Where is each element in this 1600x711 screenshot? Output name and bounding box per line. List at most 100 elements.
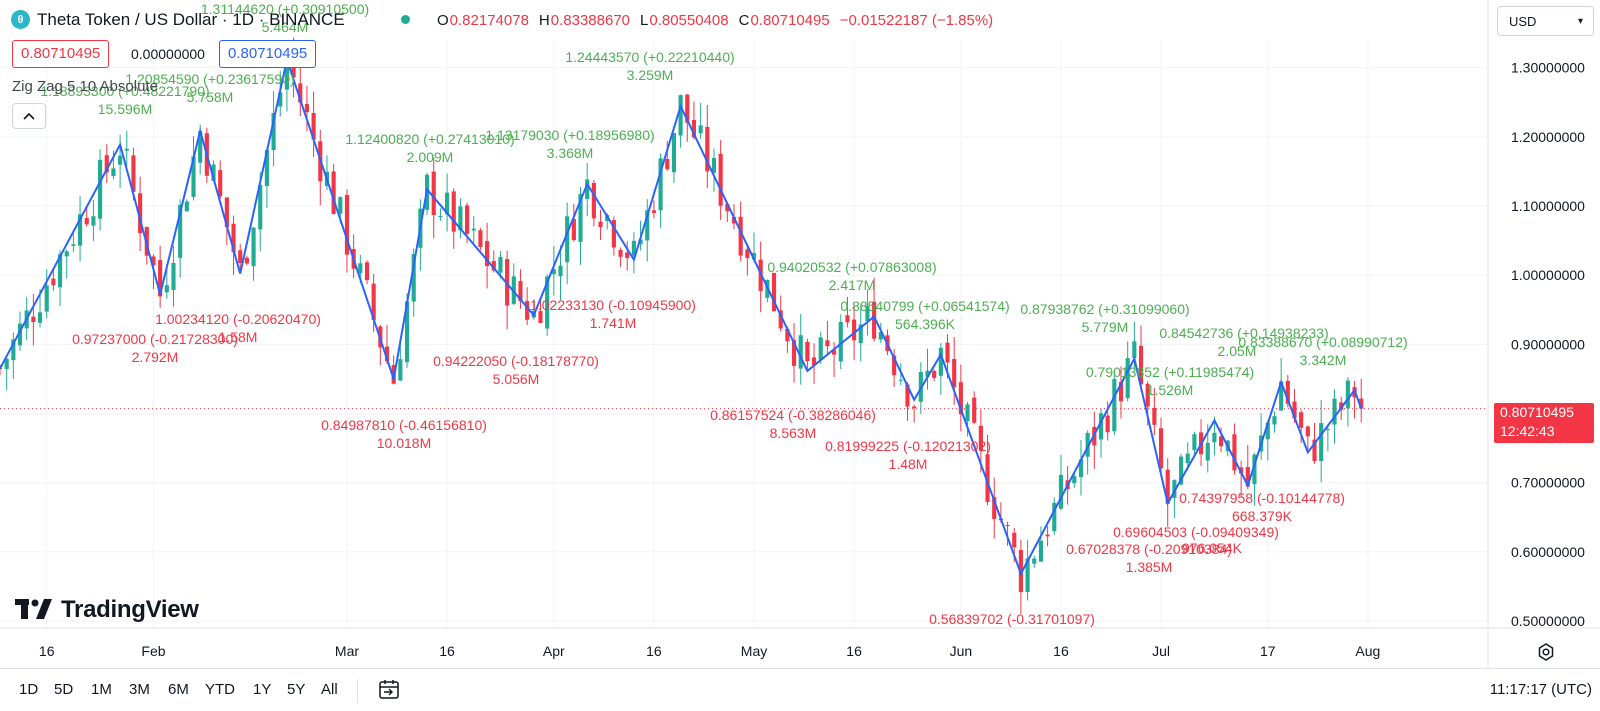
candle-body bbox=[404, 301, 410, 363]
range-button-3m[interactable]: 3M bbox=[129, 681, 150, 698]
range-button-6m[interactable]: 6M bbox=[168, 681, 189, 698]
spread-value: 0.00000000 bbox=[131, 46, 205, 62]
candle-body bbox=[17, 323, 23, 346]
candle-body bbox=[872, 301, 877, 339]
ohlc-key: C bbox=[738, 12, 750, 29]
candle-body bbox=[1279, 381, 1284, 411]
candle-body bbox=[224, 197, 229, 228]
zigzag-pivot-label: 1.58M bbox=[219, 329, 258, 345]
candle-body bbox=[1085, 432, 1090, 457]
candle-body bbox=[31, 316, 36, 323]
candle-body bbox=[798, 335, 803, 369]
candle-body bbox=[284, 59, 289, 90]
market-open-status-icon bbox=[401, 15, 410, 24]
candle-body bbox=[1205, 442, 1210, 461]
candle-body bbox=[111, 168, 116, 177]
range-button-5d[interactable]: 5D bbox=[54, 681, 74, 698]
candle-body bbox=[1339, 402, 1344, 410]
chart-grid bbox=[0, 40, 1488, 628]
x-tick-label: Jun bbox=[950, 643, 973, 659]
candle-body bbox=[1152, 407, 1157, 425]
ohlc-value: 0.83388670 bbox=[550, 12, 631, 29]
compare-calendar-icon[interactable] bbox=[377, 677, 401, 701]
utc-clock[interactable]: 11:17:17 (UTC) bbox=[1489, 681, 1592, 698]
x-tick-label: 16 bbox=[439, 643, 455, 659]
candle-body bbox=[905, 384, 910, 407]
candle-body bbox=[198, 131, 203, 163]
currency-value: USD bbox=[1509, 14, 1537, 29]
chevron-down-icon: ▾ bbox=[1577, 16, 1583, 27]
range-button-ytd[interactable]: YTD bbox=[205, 681, 235, 698]
symbol-title[interactable]: Theta Token / US Dollar · 1D · BINANCE bbox=[37, 10, 345, 29]
collapse-legend-button[interactable] bbox=[12, 103, 46, 129]
zigzag-pivot-label: 0.69604503 (-0.09409349) bbox=[1113, 524, 1279, 540]
buy-price-button[interactable]: 0.80710495 bbox=[219, 40, 317, 68]
ohlc-value: 0.82174078 bbox=[449, 12, 529, 29]
candle-body bbox=[478, 230, 483, 247]
candle-body bbox=[431, 171, 436, 216]
zigzag-pivot-label: 0.67028378 (-0.20910384) bbox=[1066, 541, 1232, 557]
candle-body bbox=[264, 150, 269, 186]
candle-body bbox=[518, 281, 523, 302]
candle-body bbox=[1025, 558, 1030, 592]
candle-body bbox=[1165, 469, 1170, 504]
range-button-5y[interactable]: 5Y bbox=[287, 681, 306, 698]
candle-body bbox=[1112, 379, 1117, 432]
candle-body bbox=[678, 95, 683, 136]
y-tick-label: 0.60000000 bbox=[1511, 544, 1585, 560]
range-button-1y[interactable]: 1Y bbox=[253, 681, 272, 698]
candle-body bbox=[1265, 422, 1270, 440]
zigzag-pivot-label: 0.84987810 (-0.46156810) bbox=[321, 417, 487, 433]
candle-body bbox=[171, 262, 176, 291]
zigzag-pivot-label: 0.84542736 (+0.14938233) bbox=[1159, 325, 1328, 341]
candle-body bbox=[538, 311, 543, 323]
candle-body bbox=[985, 454, 990, 502]
zigzag-pivot-label: 1.18893300 (+0.48221790) bbox=[40, 83, 209, 99]
zigzag-pivot-label: 1.526M bbox=[1147, 382, 1194, 398]
currency-select[interactable]: USD ▾ bbox=[1497, 6, 1594, 36]
candle-body bbox=[598, 221, 603, 228]
range-button-all[interactable]: All bbox=[321, 681, 338, 698]
zigzag-pivot-label: 0.97237000 (-0.21728300) bbox=[72, 331, 238, 347]
range-button-1m[interactable]: 1M bbox=[91, 681, 112, 698]
candle-body bbox=[618, 249, 623, 257]
indicator-legend-label[interactable]: Zig Zag 5 10 Absolute bbox=[12, 78, 158, 95]
candle-body bbox=[878, 331, 883, 340]
last-price-value: 0.80710495 bbox=[1500, 404, 1574, 420]
y-tick-label: 1.20000000 bbox=[1511, 129, 1585, 145]
candle-body bbox=[651, 210, 656, 213]
candle-body bbox=[1138, 345, 1144, 385]
y-tick-label: 1.00000000 bbox=[1511, 267, 1585, 283]
price-chart[interactable]: 1.31144620 (+0.30910500) 5.464M 1.20854590… bbox=[0, 0, 1600, 668]
candle-body bbox=[1185, 453, 1190, 464]
candle-body bbox=[938, 347, 943, 376]
sell-price-button[interactable]: 0.80710495 bbox=[12, 40, 110, 68]
zigzag-pivot-label: 564.396K bbox=[895, 316, 956, 332]
candle-body bbox=[818, 337, 823, 360]
candle-body bbox=[725, 203, 730, 212]
candle-body bbox=[1132, 341, 1137, 359]
tradingview-logo-icon bbox=[15, 599, 55, 621]
candle-body bbox=[458, 206, 463, 231]
candle-body bbox=[1178, 456, 1184, 485]
chart-header: θ Theta Token / US Dollar · 1D · BINANCE… bbox=[0, 0, 1460, 40]
candle-body bbox=[1058, 474, 1064, 509]
candle-body bbox=[945, 342, 950, 363]
candle-body bbox=[1072, 475, 1077, 484]
x-tick-label: Feb bbox=[141, 643, 165, 659]
candle-body bbox=[151, 256, 156, 266]
candle-body bbox=[118, 155, 123, 165]
ohlc-key: O bbox=[437, 12, 449, 29]
candle-body bbox=[665, 159, 670, 170]
zigzag-pivot-label: 8.563M bbox=[770, 425, 817, 441]
candle-body bbox=[191, 156, 196, 197]
candle-body bbox=[471, 228, 476, 231]
candle-body bbox=[631, 240, 636, 256]
zigzag-pivot-label: 0.87938762 (+0.31099060) bbox=[1020, 301, 1189, 317]
candle-body bbox=[811, 357, 817, 366]
tradingview-logo[interactable]: TradingView bbox=[15, 596, 199, 624]
chart-settings-icon[interactable] bbox=[1536, 642, 1556, 662]
ohlc-key: H bbox=[538, 12, 550, 29]
zigzag-pivot-label: 1.741M bbox=[590, 315, 637, 331]
range-button-1d[interactable]: 1D bbox=[19, 681, 39, 698]
